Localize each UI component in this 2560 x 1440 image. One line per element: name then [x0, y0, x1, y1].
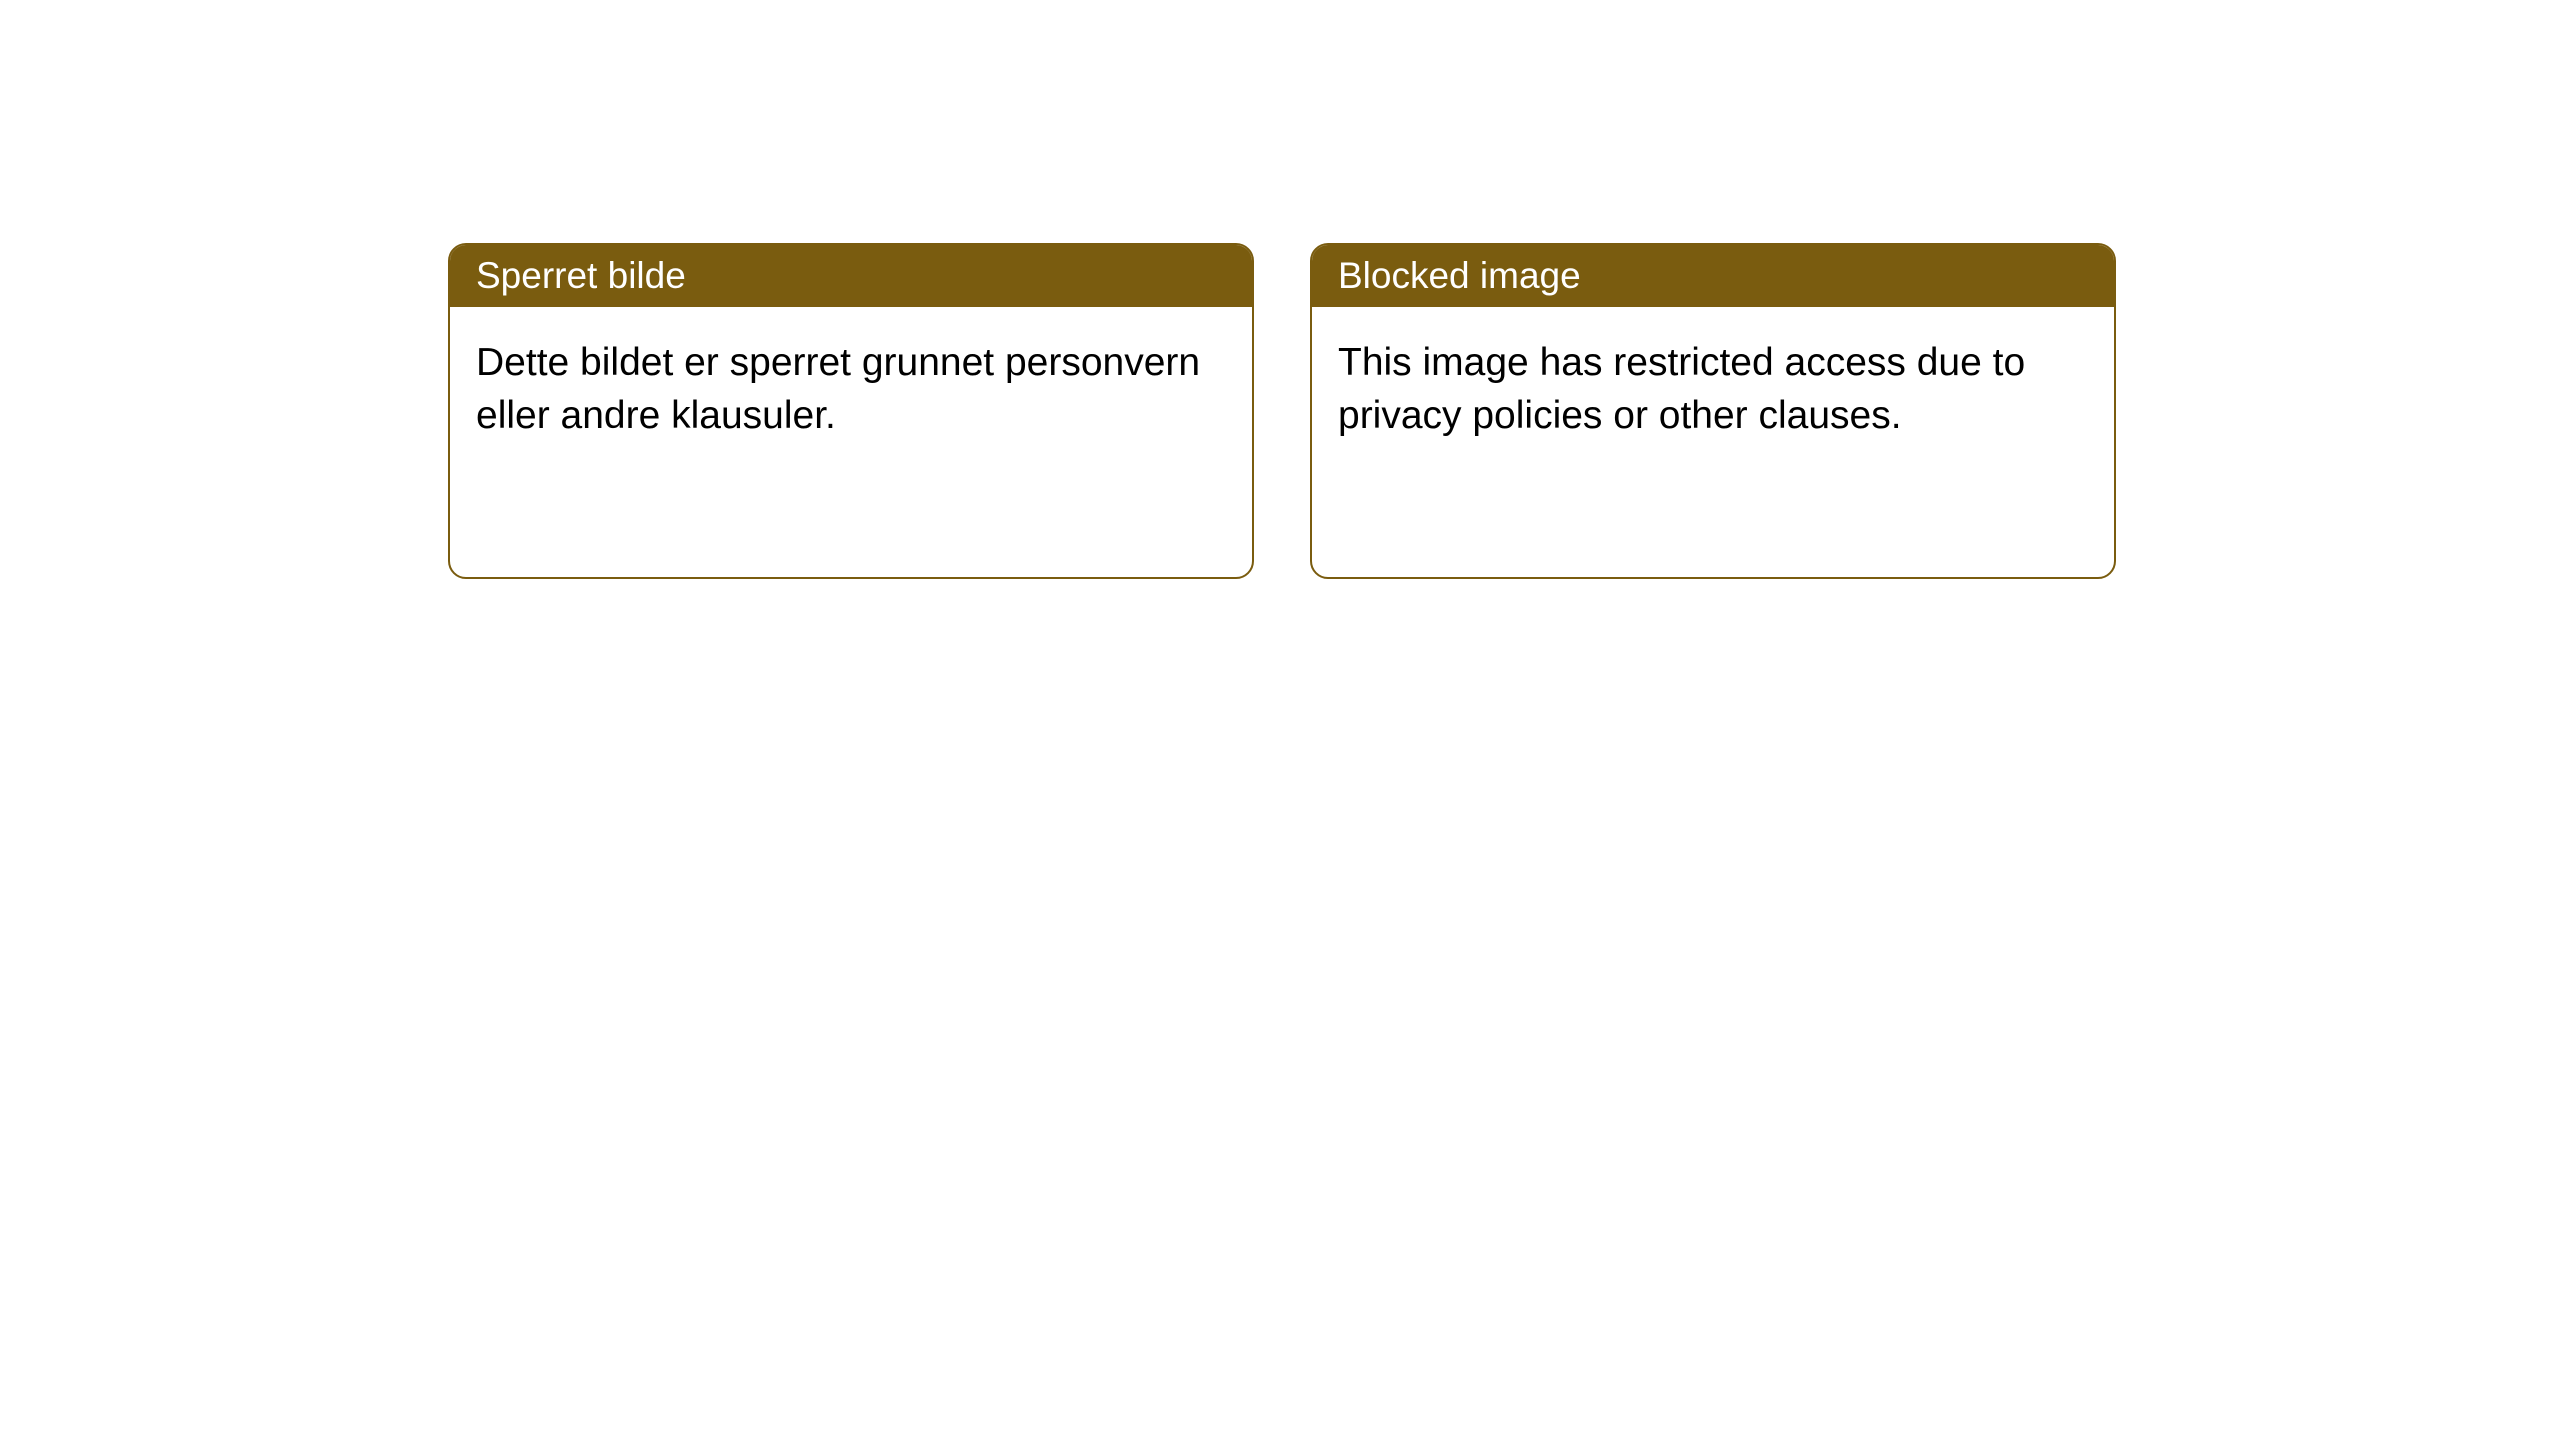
notice-card-english: Blocked image This image has restricted …: [1310, 243, 2116, 579]
notice-header-norwegian: Sperret bilde: [450, 245, 1252, 307]
notice-card-norwegian: Sperret bilde Dette bildet er sperret gr…: [448, 243, 1254, 579]
notice-header-english: Blocked image: [1312, 245, 2114, 307]
notice-body-norwegian: Dette bildet er sperret grunnet personve…: [450, 307, 1252, 472]
notice-body-english: This image has restricted access due to …: [1312, 307, 2114, 472]
notice-container: Sperret bilde Dette bildet er sperret gr…: [0, 0, 2560, 579]
